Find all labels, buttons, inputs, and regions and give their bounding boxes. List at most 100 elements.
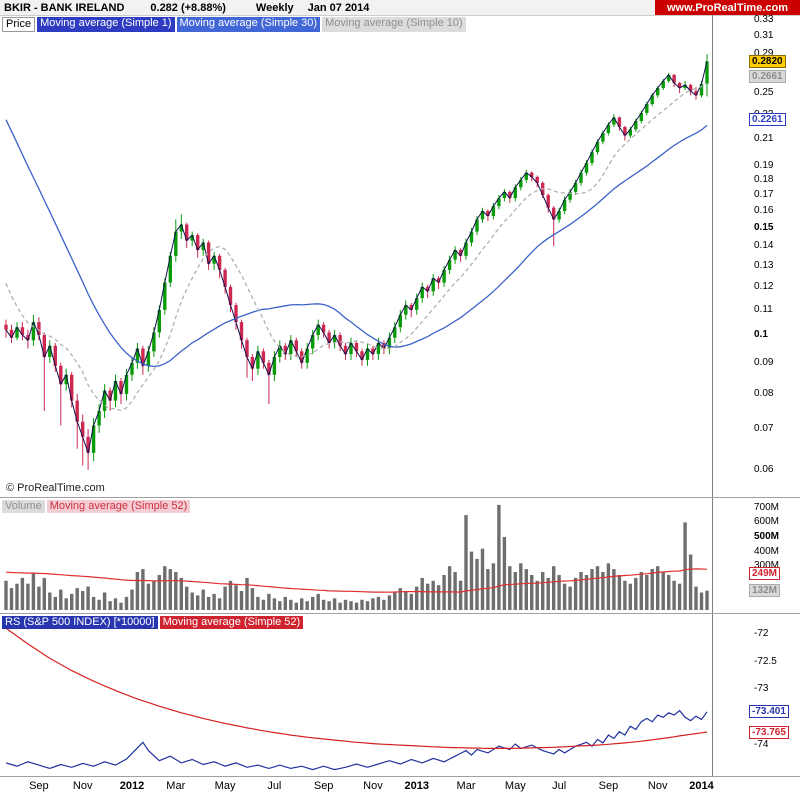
volume-bar [524, 569, 528, 610]
volume-bar [683, 522, 687, 610]
candle [645, 104, 649, 113]
volume-bar [4, 580, 8, 610]
legend-chip[interactable]: Moving average (Simple 1) [37, 17, 175, 32]
candle [453, 250, 457, 260]
legend-chip[interactable]: RS (S&P 500 INDEX) [*10000] [2, 616, 158, 629]
candle [552, 207, 556, 220]
volume-bar [278, 601, 282, 610]
symbol-title: BKIR - BANK IRELAND [4, 1, 125, 14]
volume-ma-line [5, 568, 708, 593]
volume-bar [316, 593, 320, 610]
volume-bar [393, 592, 397, 610]
volume-bar [579, 572, 583, 610]
volume-bar [371, 598, 375, 610]
candle [426, 286, 430, 292]
legend-chip[interactable]: Moving average (Simple 52) [46, 500, 191, 513]
candle [272, 357, 277, 375]
volume-bar [447, 566, 452, 610]
candle [234, 305, 238, 323]
volume-bar [634, 577, 638, 610]
candle [168, 255, 172, 283]
candle [294, 340, 298, 352]
candle [688, 84, 693, 92]
candle [338, 335, 342, 346]
legend-chip[interactable]: Moving average (Simple 10) [322, 17, 466, 32]
volume-bar [688, 554, 693, 610]
volume-bar [694, 586, 698, 610]
candle [497, 198, 501, 207]
prorealtime-banner[interactable]: www.ProRealTime.com [654, 0, 800, 15]
candle [9, 329, 14, 338]
candle [562, 199, 567, 211]
volume-bar [283, 596, 287, 610]
volume-bar [431, 580, 435, 610]
volume-bar [628, 583, 632, 610]
rs-ma-line [5, 627, 708, 750]
legend-chip[interactable]: Moving average (Simple 52) [159, 616, 304, 629]
volume-bar [190, 592, 194, 610]
volume-bar [568, 586, 572, 610]
candle [289, 340, 293, 355]
volume-bar [365, 601, 370, 610]
candle [530, 172, 534, 177]
volume-bar [97, 599, 101, 610]
volume-bar [42, 577, 46, 610]
candle [283, 345, 287, 355]
volume-bar [541, 572, 545, 610]
volume-bar [469, 551, 474, 610]
candle [699, 83, 704, 96]
candle [705, 61, 709, 84]
candle [475, 219, 479, 232]
volume-bar [486, 569, 490, 610]
candle [48, 345, 52, 357]
volume-bar [661, 572, 665, 610]
volume-bar [617, 575, 622, 610]
candle [15, 327, 19, 338]
volume-bar [26, 583, 30, 610]
volume-bar [552, 566, 556, 610]
candle [97, 410, 101, 426]
volume-bar [157, 575, 161, 610]
candle [64, 374, 68, 385]
candle [327, 332, 331, 344]
volume-bar [595, 566, 600, 610]
candle [108, 390, 112, 401]
volume-bar [185, 586, 189, 610]
legend-chip[interactable]: Volume [2, 500, 45, 513]
volume-bar [267, 593, 271, 610]
volume-bar [349, 601, 353, 610]
legend-chip[interactable]: Moving average (Simple 30) [176, 17, 321, 32]
candle [113, 381, 118, 401]
candle [409, 305, 413, 310]
candle [584, 162, 589, 173]
volume-bar [289, 599, 293, 610]
candle [519, 179, 523, 188]
candle [404, 305, 408, 315]
legend-chip[interactable]: Price [2, 17, 36, 32]
candle [70, 374, 74, 401]
candle [573, 182, 578, 192]
volume-bar [639, 572, 643, 610]
volume-bar [667, 575, 671, 610]
candle [42, 335, 46, 357]
candle [568, 191, 572, 200]
volume-bar [645, 575, 649, 610]
volume-bar [590, 569, 594, 610]
candle [305, 348, 309, 363]
volume-bar [332, 598, 337, 610]
volume-bar [31, 573, 36, 610]
volume-bar [201, 589, 205, 610]
candle [617, 117, 622, 127]
candle [185, 224, 189, 241]
volume-bar [234, 585, 238, 610]
volume-bar [196, 595, 200, 610]
candle [546, 195, 550, 208]
candle [316, 324, 320, 335]
volume-bar [387, 595, 392, 610]
volume-bar [327, 601, 331, 610]
volume-bar [508, 566, 512, 610]
volume-bar [677, 583, 682, 610]
candle [196, 235, 200, 250]
candle [141, 348, 145, 366]
